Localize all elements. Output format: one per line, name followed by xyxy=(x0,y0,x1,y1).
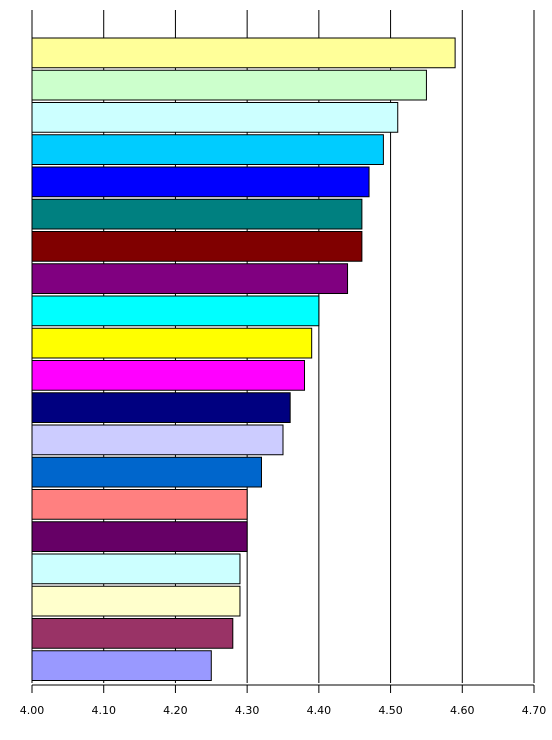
x-tick-label: 4.10 xyxy=(91,704,116,717)
bar xyxy=(31,553,241,585)
bar xyxy=(31,134,384,165)
bar xyxy=(31,263,349,294)
bar xyxy=(31,295,320,327)
bar xyxy=(31,166,370,198)
x-tick-label: 4.50 xyxy=(378,704,403,717)
x-tick-label: 4.30 xyxy=(235,704,260,717)
bar xyxy=(31,392,291,423)
bar xyxy=(31,102,399,133)
bar xyxy=(31,37,456,69)
x-tick-label: 4.00 xyxy=(20,704,45,717)
bar xyxy=(31,360,306,391)
x-tick-label: 4.40 xyxy=(307,704,332,717)
bar xyxy=(31,327,313,359)
bar xyxy=(31,198,363,230)
bar xyxy=(31,424,284,456)
bar xyxy=(31,521,248,552)
bar xyxy=(31,231,363,262)
x-tick-label: 4.60 xyxy=(450,704,475,717)
bar xyxy=(31,650,212,681)
bar xyxy=(31,489,248,520)
bar xyxy=(31,69,427,101)
bar xyxy=(31,456,262,488)
x-tick-label: 4.70 xyxy=(522,704,547,717)
bar xyxy=(31,618,234,649)
bar xyxy=(31,585,241,617)
x-tick-label: 4.20 xyxy=(163,704,188,717)
